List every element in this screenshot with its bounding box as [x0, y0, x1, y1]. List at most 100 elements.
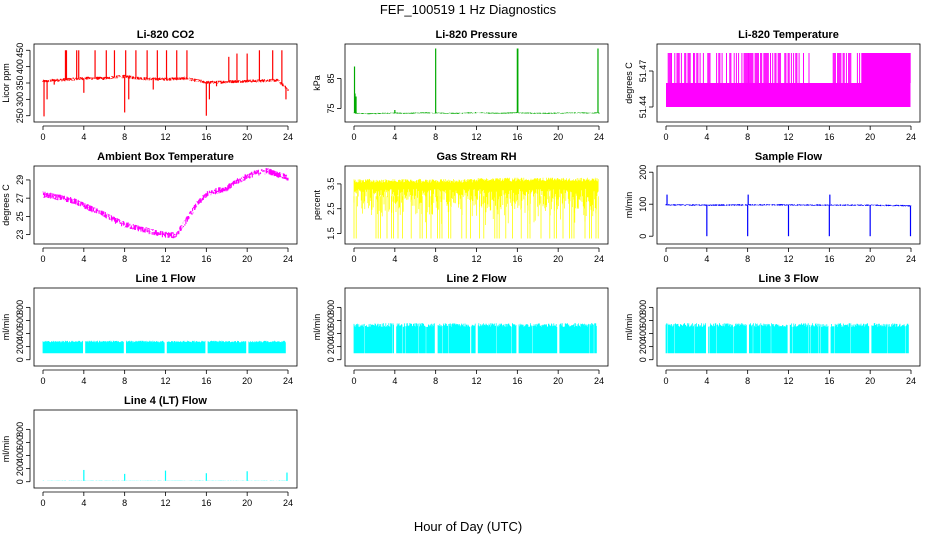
x-tick-label: 16	[512, 254, 522, 264]
x-tick-label: 4	[81, 132, 86, 142]
y-tick-label: 75	[326, 103, 336, 113]
x-tick-label: 4	[81, 498, 86, 508]
y-tick-label: 600	[326, 313, 336, 328]
x-tick-label: 16	[512, 376, 522, 386]
x-tick-label: 20	[242, 132, 252, 142]
x-tick-label: 4	[704, 132, 709, 142]
x-tick-label: 8	[122, 376, 127, 386]
x-tick-label: 0	[40, 132, 45, 142]
x-tick-label: 16	[201, 498, 211, 508]
plot-frame	[344, 43, 609, 123]
x-tick-label: 16	[201, 132, 211, 142]
x-tick-label: 8	[433, 376, 438, 386]
y-tick-label: 450	[15, 43, 25, 58]
x-tick-label: 24	[283, 498, 293, 508]
x-tick-label: 24	[594, 376, 604, 386]
y-tick-label: 51.44	[638, 96, 648, 119]
x-tick-label: 0	[351, 376, 356, 386]
x-tick-label: 4	[704, 254, 709, 264]
series-layer	[353, 177, 599, 239]
y-tick-label: 0	[326, 357, 336, 362]
panel-title: Li-820 Pressure	[436, 29, 518, 41]
x-tick-label: 24	[906, 132, 916, 142]
y-tick-label: 400	[15, 448, 25, 463]
x-tick-label: 4	[81, 376, 86, 386]
y-tick-label: 200	[15, 461, 25, 476]
x-tick-label: 16	[824, 376, 834, 386]
x-tick-label: 12	[783, 132, 793, 142]
panel-4: Ambient Box Temperature degrees C 0 4 8 12 16 2…	[1, 151, 298, 264]
x-tick-label: 8	[433, 132, 438, 142]
panel-title: Line 3 Flow	[759, 273, 819, 285]
x-tick-label: 20	[553, 132, 563, 142]
y-tick-label: 600	[638, 313, 648, 328]
y-tick-label: 27	[15, 193, 25, 203]
series-layer	[353, 48, 600, 115]
x-tick-label: 12	[160, 376, 170, 386]
x-tick-label: 20	[242, 254, 252, 264]
y-tick-label: 25	[15, 211, 25, 221]
y-tick-label: 1.5	[326, 227, 336, 240]
y-tick-label: 200	[326, 339, 336, 354]
rh-trace	[353, 177, 599, 225]
y-tick-label: 200	[638, 339, 648, 354]
panel-9: Line 3 Flow ml/min 0 4 8 12 16 20 24 0 20040060080…	[624, 273, 921, 386]
x-tick-label: 0	[40, 376, 45, 386]
y-axis-label: degrees C	[624, 62, 634, 104]
y-tick-label: 0	[15, 357, 25, 362]
y-axis-label: ml/min	[1, 436, 11, 463]
x-tick-label: 8	[433, 254, 438, 264]
y-tick-label: 600	[15, 313, 25, 328]
panel-5: Gas Stream RH percent 0 4 8 12 16 20 24 1.5 2.5 3.5	[312, 151, 609, 264]
x-tick-label: 8	[122, 254, 127, 264]
flow-band	[665, 323, 909, 354]
y-axis-label: ml/min	[312, 314, 322, 341]
panel-7: Line 1 Flow ml/min 0 4 8 12 16 20 24 0 20040060080…	[1, 273, 298, 386]
y-tick-label: 350	[15, 75, 25, 90]
y-tick-label: 29	[15, 175, 25, 185]
y-axis-label: percent	[312, 189, 322, 220]
y-tick-label: 0	[638, 234, 648, 239]
x-tick-label: 12	[471, 132, 481, 142]
y-tick-label: 400	[638, 326, 648, 341]
y-axis-label: ml/min	[624, 192, 634, 219]
rh-dips	[353, 196, 599, 239]
series-layer	[42, 168, 289, 239]
y-tick-label: 400	[15, 59, 25, 74]
y-tick-label: 250	[15, 108, 25, 123]
plot-frame	[656, 43, 921, 123]
y-tick-label: 400	[326, 326, 336, 341]
x-tick-label: 24	[283, 132, 293, 142]
x-tick-label: 20	[865, 254, 875, 264]
x-tick-label: 20	[865, 132, 875, 142]
plot-frame	[656, 287, 921, 367]
panel-title: Li-820 Temperature	[738, 29, 839, 41]
y-tick-label: 3.5	[326, 178, 336, 191]
x-tick-label: 24	[594, 132, 604, 142]
x-tick-label: 16	[824, 132, 834, 142]
series-layer	[42, 469, 289, 481]
y-tick-label: 51.47	[638, 60, 648, 83]
y-tick-label: 800	[638, 300, 648, 315]
x-tick-label: 0	[663, 254, 668, 264]
y-tick-label: 85	[326, 73, 336, 83]
x-tick-label: 8	[745, 132, 750, 142]
y-tick-label: 100	[638, 197, 648, 212]
x-tick-label: 12	[160, 498, 170, 508]
series-layer	[353, 323, 597, 354]
x-tick-label: 8	[745, 254, 750, 264]
plot-frame	[344, 287, 609, 367]
series-trace	[42, 168, 289, 239]
series-layer	[665, 323, 909, 354]
y-tick-label: 800	[15, 300, 25, 315]
temperature-block	[862, 53, 911, 83]
panel-2: Li-820 Pressure kPa 0 4 8 12 16 20 24 75 85	[312, 29, 609, 142]
x-tick-label: 0	[40, 498, 45, 508]
x-tick-label: 4	[392, 132, 397, 142]
x-tick-label: 20	[865, 376, 875, 386]
figure-title: FEF_100519 1 Hz Diagnostics	[380, 2, 557, 17]
x-tick-label: 12	[783, 376, 793, 386]
y-tick-label: 800	[15, 422, 25, 437]
series-trace	[353, 112, 600, 115]
y-tick-label: 0	[638, 357, 648, 362]
